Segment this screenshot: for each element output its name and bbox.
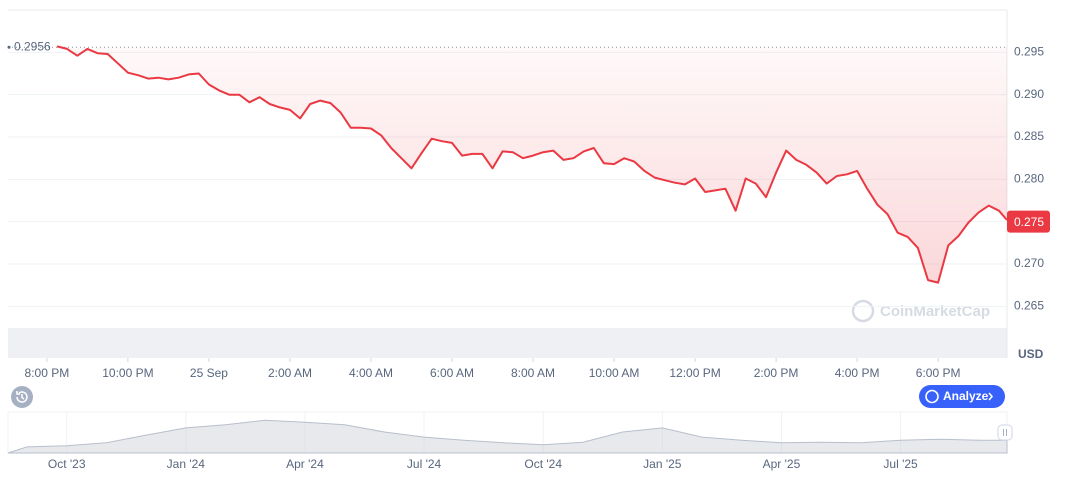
history-button[interactable] — [11, 386, 33, 408]
y-unit: USD — [1018, 347, 1044, 361]
navigator-tick-label: Oct '23 — [48, 457, 86, 471]
navigator: Oct '23 Jan '24 Apr '24 Jul '24 Oct '24 Jan '… — [7, 411, 1008, 471]
analyze-label[interactable]: Analyze — [943, 389, 989, 403]
navigator-tick-label: Jul '24 — [407, 457, 442, 471]
analyze-button[interactable]: Analyze — [919, 385, 1005, 408]
x-tick-label: 4:00 AM — [349, 366, 393, 380]
current-price-label: 0.275 — [1014, 215, 1044, 229]
x-tick-label: 12:00 PM — [669, 366, 720, 380]
x-tick-label: 8:00 PM — [25, 366, 70, 380]
navigator-frame — [7, 411, 1008, 454]
x-tick-label: 10:00 PM — [102, 366, 153, 380]
x-tick-label: 6:00 AM — [430, 366, 474, 380]
navigator-tick-label: Jan '24 — [167, 457, 206, 471]
watermark: CoinMarketCap — [851, 299, 990, 323]
y-tick-label: 0.290 — [1014, 87, 1044, 101]
scroll-handle[interactable] — [997, 424, 1013, 441]
current-price-box — [1007, 210, 1050, 233]
y-tick-label: 0.280 — [1014, 172, 1044, 186]
y-tick-label: 0.270 — [1014, 256, 1044, 270]
x-tick-label: 25 Sep — [190, 366, 228, 380]
open-price-dot — [7, 45, 11, 49]
y-tick-label: 0.295 — [1014, 45, 1044, 59]
price-line — [56, 45, 1008, 284]
x-tick-label: 8:00 AM — [511, 366, 555, 380]
x-tick-label: 6:00 PM — [916, 366, 961, 380]
navigator-tick-label: Jan '25 — [643, 457, 682, 471]
navigator-tick-label: Apr '24 — [286, 457, 324, 471]
navigator-tick-label: Oct '24 — [524, 457, 562, 471]
price-chart: CoinMarketCap USD 0.295 0.290 0.285 0.280 0.… — [7, 9, 1050, 380]
navigator-area — [7, 419, 1008, 454]
navigator-tick-label: Apr '25 — [763, 457, 801, 471]
y-tick-label: 0.285 — [1014, 129, 1044, 143]
x-tick-label: 10:00 AM — [589, 366, 640, 380]
open-price-label: 0.2956 — [14, 39, 51, 53]
x-tick-label: 2:00 PM — [754, 366, 799, 380]
x-tick-label: 4:00 PM — [835, 366, 880, 380]
volume-band — [8, 328, 1007, 358]
navigator-tick-label: Jul '25 — [883, 457, 918, 471]
watermark-text: CoinMarketCap — [880, 303, 990, 320]
price-area — [57, 46, 1007, 283]
y-tick-label: 0.265 — [1014, 299, 1044, 313]
x-tick-label: 2:00 AM — [268, 366, 312, 380]
